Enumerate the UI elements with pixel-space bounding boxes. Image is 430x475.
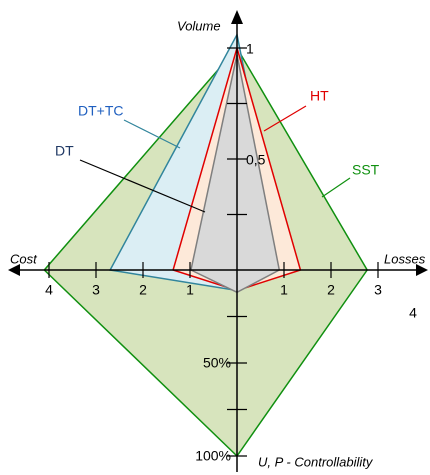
tick-label: 3 bbox=[374, 282, 382, 298]
series-label: DT bbox=[55, 143, 74, 159]
axis-label: Losses bbox=[384, 251, 426, 266]
tick-label: 0,5 bbox=[246, 152, 266, 168]
tick-label: 2 bbox=[327, 282, 335, 298]
tick-label: 1 bbox=[186, 282, 194, 298]
series-label: DT+TC bbox=[78, 103, 124, 119]
series-label: HT bbox=[310, 88, 329, 104]
tick-label: 3 bbox=[92, 282, 100, 298]
tick-label: 4 bbox=[45, 282, 53, 298]
tick-label: 100% bbox=[195, 448, 231, 464]
leader-line bbox=[263, 105, 307, 132]
tick-label: 2 bbox=[139, 282, 147, 298]
leader-line bbox=[321, 177, 351, 198]
axis-label: Cost bbox=[10, 251, 38, 266]
series-label: SST bbox=[352, 162, 380, 178]
arrow bbox=[231, 10, 243, 24]
arrow bbox=[416, 264, 428, 276]
axis-label: U, P - Controllability bbox=[258, 454, 374, 469]
axis-label: Volume bbox=[177, 18, 221, 33]
tick-label: 1 bbox=[246, 41, 254, 57]
leader-line bbox=[123, 119, 181, 149]
tick-label: 50% bbox=[203, 355, 231, 371]
arrow bbox=[8, 264, 20, 276]
tick-label: 1 bbox=[280, 282, 288, 298]
tick-label: 4 bbox=[409, 305, 417, 321]
leader-line bbox=[79, 159, 206, 213]
